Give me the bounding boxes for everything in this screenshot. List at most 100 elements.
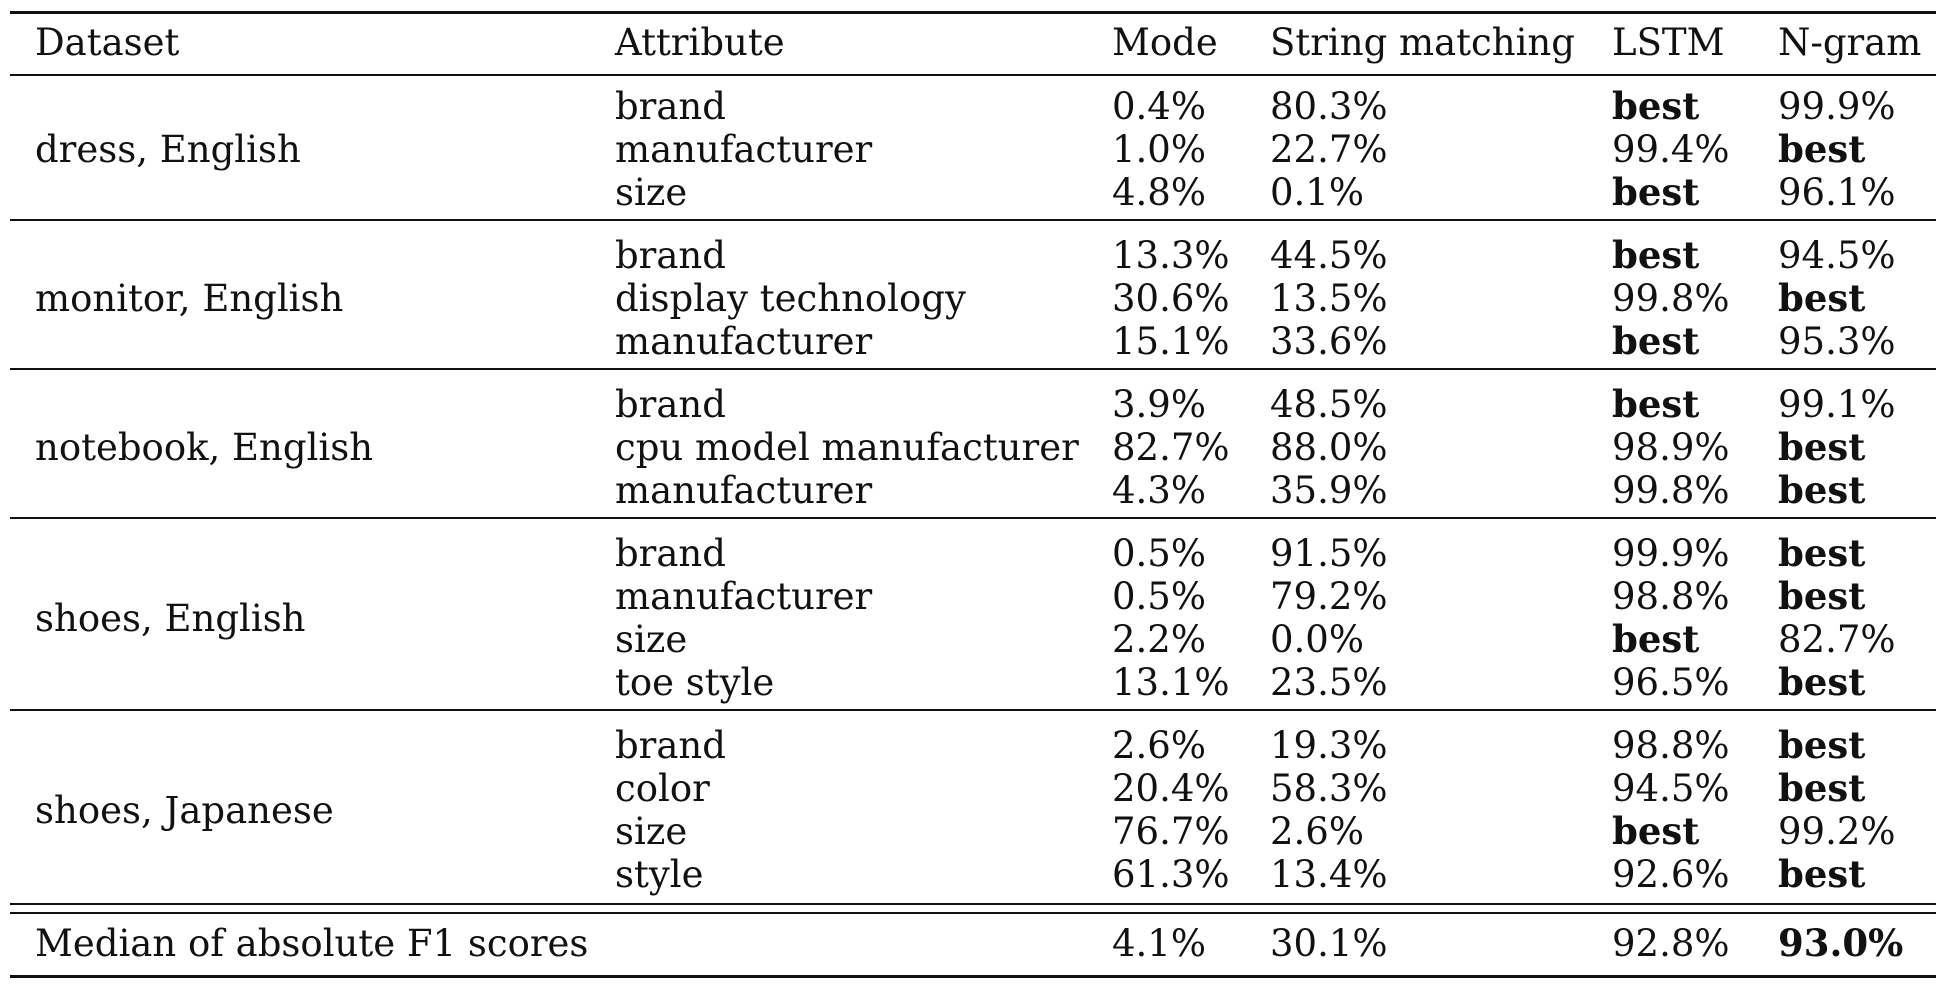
lstm-cell: 96.5% (1612, 661, 1730, 704)
ngram-cell: best (1778, 660, 1866, 704)
lstm-cell: best (1612, 233, 1700, 277)
mode-cell: 4.8% (1112, 171, 1206, 214)
attribute-cell: cpu model manufacturer (615, 426, 1079, 469)
dataset-label: monitor, English (35, 277, 344, 320)
attribute-cell: manufacturer (615, 320, 873, 363)
ngram-cell: 99.2% (1778, 810, 1896, 853)
header-attribute: Attribute (615, 21, 785, 64)
string-matching-cell: 0.1% (1270, 171, 1364, 214)
string-matching-cell: 0.0% (1270, 618, 1364, 661)
attribute-cell: brand (615, 532, 726, 575)
top-rule (10, 11, 1936, 14)
group-rule (10, 517, 1936, 519)
attribute-cell: color (615, 767, 710, 810)
lstm-cell: best (1612, 617, 1700, 661)
attribute-cell: manufacturer (615, 128, 873, 171)
lstm-cell: 98.9% (1612, 426, 1730, 469)
lstm-cell: 94.5% (1612, 767, 1730, 810)
ngram-cell: best (1778, 531, 1866, 575)
lstm-cell: 99.8% (1612, 469, 1730, 512)
attribute-cell: style (615, 853, 704, 896)
mode-cell: 2.6% (1112, 724, 1206, 767)
mode-cell: 13.1% (1112, 661, 1230, 704)
string-matching-cell: 35.9% (1270, 469, 1388, 512)
lstm-cell: best (1612, 319, 1700, 363)
string-matching-cell: 22.7% (1270, 128, 1388, 171)
mode-cell: 61.3% (1112, 853, 1230, 896)
lstm-cell: 99.4% (1612, 128, 1730, 171)
ngram-cell: best (1778, 276, 1866, 320)
ngram-cell: 96.1% (1778, 171, 1896, 214)
string-matching-cell: 23.5% (1270, 661, 1388, 704)
dataset-label: shoes, Japanese (35, 788, 334, 832)
mode-cell: 13.3% (1112, 234, 1230, 277)
lstm-cell: 99.9% (1612, 532, 1730, 575)
mode-cell: 76.7% (1112, 810, 1230, 853)
string-matching-cell: 48.5% (1270, 383, 1388, 426)
string-matching-cell: 80.3% (1270, 85, 1388, 128)
group-rule (10, 368, 1936, 370)
string-matching-cell: 2.6% (1270, 810, 1364, 853)
dataset-label: shoes, English (35, 596, 306, 640)
string-matching-cell: 33.6% (1270, 320, 1388, 363)
string-matching-cell: 88.0% (1270, 426, 1388, 469)
header-string-matching: String matching (1270, 21, 1575, 64)
ngram-cell: best (1778, 127, 1866, 171)
mode-cell: 15.1% (1112, 320, 1230, 363)
attribute-cell: brand (615, 383, 726, 426)
mode-cell: 2.2% (1112, 618, 1206, 661)
lstm-cell: 99.8% (1612, 277, 1730, 320)
mode-cell: 0.5% (1112, 575, 1206, 618)
lstm-cell: best (1612, 170, 1700, 214)
group-rule (10, 219, 1936, 221)
attribute-cell: manufacturer (615, 575, 873, 618)
dataset-label: dress, English (35, 128, 301, 171)
ngram-cell: 94.5% (1778, 234, 1896, 277)
attribute-cell: brand (615, 724, 726, 767)
median-label: Median of absolute F1 scores (35, 922, 589, 965)
lstm-cell: 98.8% (1612, 724, 1730, 767)
header-mode: Mode (1112, 21, 1218, 64)
ngram-cell: best (1778, 574, 1866, 618)
header-dataset: Dataset (35, 21, 180, 64)
attribute-cell: toe style (615, 661, 775, 704)
median-lstm: 92.8% (1612, 922, 1730, 965)
mode-cell: 0.5% (1112, 532, 1206, 575)
ngram-cell: 95.3% (1778, 320, 1896, 363)
median-ngram: 93.0% (1778, 921, 1904, 965)
mode-cell: 3.9% (1112, 383, 1206, 426)
group-rule (10, 709, 1936, 711)
lstm-cell: 92.6% (1612, 853, 1730, 896)
median-mode: 4.1% (1112, 922, 1206, 965)
string-matching-cell: 44.5% (1270, 234, 1388, 277)
bottom-rule (10, 975, 1936, 978)
header-rule (10, 74, 1936, 76)
ngram-cell: 99.9% (1778, 85, 1896, 128)
mode-cell: 82.7% (1112, 426, 1230, 469)
attribute-cell: manufacturer (615, 469, 873, 512)
lstm-cell: best (1612, 382, 1700, 426)
ngram-cell: best (1778, 468, 1866, 512)
mode-cell: 4.3% (1112, 469, 1206, 512)
lstm-cell: best (1612, 809, 1700, 853)
string-matching-cell: 19.3% (1270, 724, 1388, 767)
ngram-cell: best (1778, 766, 1866, 810)
header-lstm: LSTM (1612, 21, 1725, 64)
attribute-cell: size (615, 618, 688, 661)
median-double-rule-upper (10, 903, 1936, 905)
mode-cell: 0.4% (1112, 85, 1206, 128)
attribute-cell: size (615, 171, 688, 214)
median-double-rule-lower (10, 912, 1936, 914)
ngram-cell: best (1778, 852, 1866, 896)
string-matching-cell: 91.5% (1270, 532, 1388, 575)
attribute-cell: size (615, 810, 688, 853)
attribute-cell: brand (615, 234, 726, 277)
ngram-cell: best (1778, 723, 1866, 767)
attribute-cell: display technology (615, 277, 966, 320)
mode-cell: 30.6% (1112, 277, 1230, 320)
dataset-label: notebook, English (35, 426, 374, 469)
ngram-cell: 99.1% (1778, 383, 1896, 426)
lstm-cell: best (1612, 84, 1700, 128)
string-matching-cell: 13.4% (1270, 853, 1388, 896)
string-matching-cell: 79.2% (1270, 575, 1388, 618)
